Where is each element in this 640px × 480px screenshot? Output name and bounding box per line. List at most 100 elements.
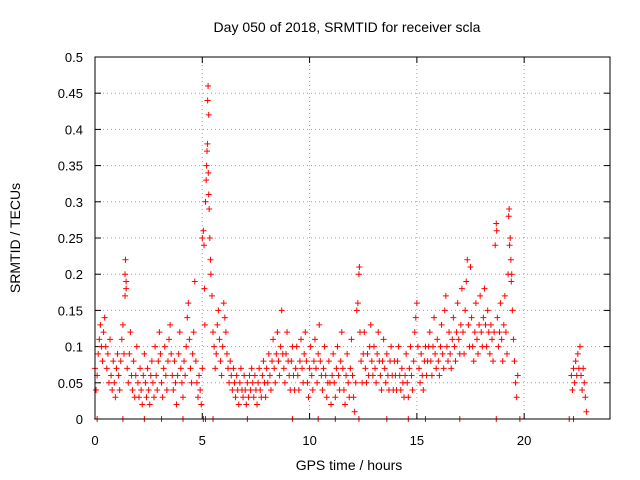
data-point [353,307,360,314]
data-point [218,372,225,379]
data-point [149,379,156,386]
data-point [514,372,521,379]
data-point [179,394,186,401]
data-point [333,365,340,372]
data-point [96,336,103,343]
data-point [269,358,276,365]
data-point [418,350,425,357]
data-point [337,358,344,365]
data-point [461,350,468,357]
data-point [275,358,282,365]
data-point [276,372,283,379]
data-point [123,278,130,285]
y-tick-label: 0.5 [65,50,83,65]
data-point [465,321,472,328]
data-point [292,365,299,372]
data-point [156,329,163,336]
data-point [184,314,191,321]
data-point [284,329,291,336]
data-point [211,343,218,350]
data-point [104,350,111,357]
data-point [469,343,476,350]
data-point [225,365,232,372]
data-point [578,372,585,379]
data-point [310,358,317,365]
data-point [115,372,122,379]
data-point [170,387,177,394]
data-point [454,300,461,307]
data-point [506,206,513,213]
data-point [215,307,222,314]
data-point [311,336,318,343]
data-point [576,343,583,350]
data-point [110,358,117,365]
data-point [207,256,214,263]
data-point [484,307,491,314]
data-point [473,336,480,343]
data-point [341,401,348,408]
data-point [362,365,369,372]
data-point [174,372,181,379]
data-point [299,365,306,372]
data-point [493,220,500,227]
data-point [141,350,148,357]
data-point [140,372,147,379]
data-point [396,372,403,379]
data-point [264,379,271,386]
data-point [272,379,279,386]
data-point [152,343,159,350]
plot-frame [94,56,611,420]
data-point [468,314,475,321]
data-point [145,387,152,394]
data-point [483,343,490,350]
data-point [168,350,175,357]
data-point [189,350,196,357]
y-tick-label: 0.4 [65,122,83,137]
data-point [133,343,140,350]
data-point [188,379,195,386]
data-point [129,387,136,394]
data-point [227,358,234,365]
x-tick-label: 5 [199,433,206,448]
data-point [122,292,129,299]
data-point [504,350,510,357]
data-point [307,343,314,350]
data-point [157,350,164,357]
data-point [163,387,170,394]
data-point [204,97,211,104]
data-point [120,350,127,357]
data-point [118,336,125,343]
data-point [210,329,217,336]
data-point [435,358,442,365]
data-point [496,329,503,336]
data-point [472,300,479,307]
data-point [159,394,166,401]
y-tick-label: 0.3 [65,195,83,210]
data-point [205,191,212,198]
data-point [109,387,116,394]
data-point [375,329,382,336]
data-point [113,365,120,372]
data-point [242,387,249,394]
data-point [241,372,248,379]
data-point [321,343,328,350]
data-point [404,379,411,386]
data-point [417,379,424,386]
data-point [416,365,423,372]
data-point [255,379,262,386]
data-point [280,365,287,372]
data-point [374,350,381,357]
data-point [339,365,346,372]
data-point [579,387,586,394]
data-point [177,365,184,372]
data-point [204,148,211,155]
data-point [127,329,134,336]
y-axis-title: SRMTID / TECUs [7,183,23,293]
data-point [432,350,439,357]
data-point [319,387,326,394]
data-point [574,350,581,357]
data-point [201,242,208,249]
data-point [153,372,160,379]
data-point [266,372,273,379]
